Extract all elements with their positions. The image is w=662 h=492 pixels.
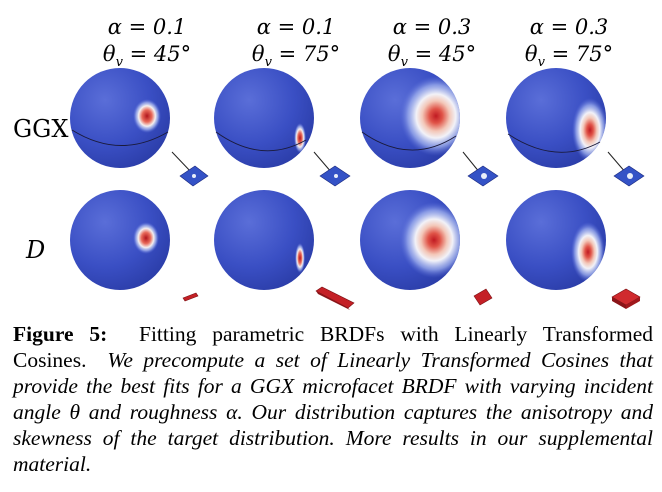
alpha-label: α = 0.1 <box>256 15 336 39</box>
theta-label: θv = 45° <box>102 42 192 71</box>
ggx-sphere-2 <box>214 68 351 187</box>
figure-panels <box>70 68 645 310</box>
alpha-label: α = 0.3 <box>529 15 609 39</box>
column-header-4: α = 0.3 θv = 75° <box>494 14 644 76</box>
ggx-sphere-3 <box>360 68 499 187</box>
row-label-ggx: GGX <box>13 115 69 143</box>
column-header-2: α = 0.1 θv = 75° <box>221 14 371 76</box>
column-header-3: α = 0.3 θv = 45° <box>357 14 507 76</box>
alpha-label: α = 0.1 <box>107 15 187 39</box>
theta-label: θv = 75° <box>251 42 341 71</box>
row-label-d: D <box>26 236 46 264</box>
caption-title: Fitting parametric BRDFs with Linearly T… <box>13 322 654 372</box>
d-sphere-4 <box>506 190 641 309</box>
caption-label: Figure 5: <box>13 322 108 346</box>
alpha-label: α = 0.3 <box>392 15 472 39</box>
theta-label: θv = 75° <box>524 42 614 71</box>
theta-label: θv = 45° <box>387 42 477 71</box>
ggx-sphere-1 <box>70 68 209 187</box>
d-sphere-2 <box>214 190 355 310</box>
ggx-sphere-4 <box>506 68 645 187</box>
d-sphere-1 <box>70 190 199 302</box>
figure-caption: Figure 5: Fitting parametric BRDFs with … <box>13 321 653 477</box>
caption-body: We precompute a set of Linearly Transfor… <box>13 348 653 476</box>
column-header-1: α = 0.1 θv = 45° <box>72 14 222 76</box>
d-sphere-3 <box>360 190 493 306</box>
